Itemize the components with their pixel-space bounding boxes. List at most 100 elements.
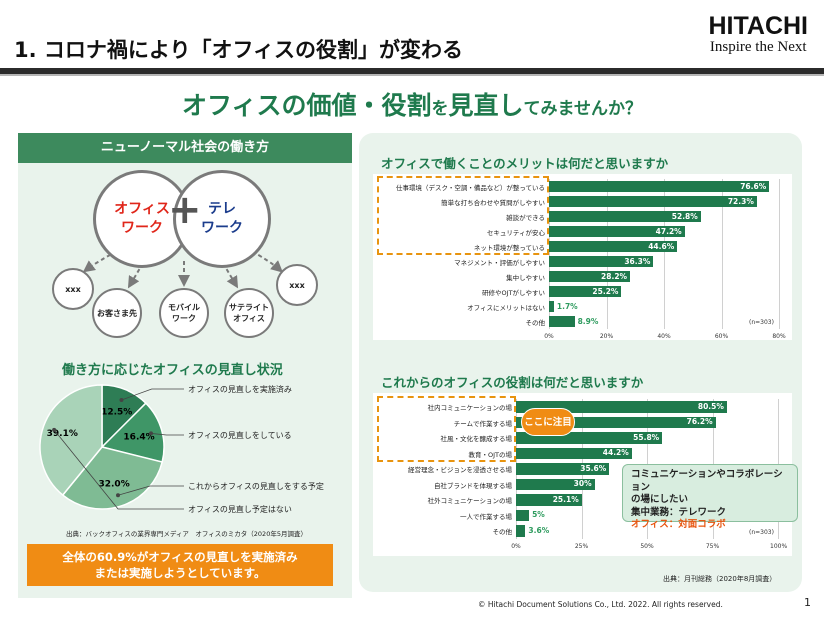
bar-value-label: 30%	[573, 479, 592, 489]
pie-percent-label: 32.0%	[98, 479, 129, 489]
focus-badge: ここに注目	[521, 408, 575, 436]
pie-leader-line	[53, 429, 184, 510]
axis-tick-label: 20%	[599, 333, 614, 340]
bar-value-label: 3.6%	[528, 525, 550, 535]
bar	[549, 226, 685, 237]
bar-category-label: その他	[492, 528, 513, 537]
callout-line: または実施しようとしています。	[94, 566, 266, 580]
bar	[516, 525, 526, 537]
bar	[549, 256, 654, 267]
pie-legend-label: オフィスの見直しをしている	[188, 430, 292, 440]
headline-part: を	[431, 99, 449, 119]
bar-value-label: 47.2%	[655, 226, 682, 236]
axis-tick-label: 75%	[705, 542, 720, 550]
bar-value-label: 1.7%	[556, 301, 578, 311]
title-divider	[0, 68, 824, 74]
bar	[549, 286, 622, 297]
bar-value-label: 35.6%	[580, 463, 607, 473]
pie-leader-dot	[148, 431, 153, 436]
axis-tick-label: 50%	[640, 542, 654, 550]
bar-value-label: 76.2%	[686, 417, 713, 427]
pie-section-title: 働き方に応じたオフィスの見直し状況	[62, 363, 283, 378]
grid-line	[664, 179, 665, 329]
bar	[516, 509, 530, 521]
axis-tick-label: 60%	[714, 333, 729, 340]
bar-category-label: 教育・OJTの場	[468, 450, 512, 459]
role-bar-chart: 0% 25% 50% 75% 100% 社内コミュニケーションの場 80.5% チームで作業す…	[373, 393, 792, 556]
bar-category-label: マネジメント・評価がしやすい	[454, 259, 545, 267]
grid-line	[606, 179, 608, 329]
pie-legend-label: これからオフィスの見直しをする予定	[188, 481, 324, 491]
bar-value-label: 72.3%	[727, 196, 754, 206]
grid-line	[549, 179, 550, 329]
bar-category-label: 仕事環境（デスク・空調・備品など）が整っている	[395, 184, 545, 192]
workstyle-bubble: xxx	[52, 268, 94, 310]
bar-category-label: 自社ブランドを体現する場	[434, 481, 512, 490]
bar-value-label: 80.5%	[697, 401, 724, 411]
left-panel-header: ニューノーマル社会の働き方	[18, 133, 352, 163]
bar-value-label: 5%	[532, 510, 545, 520]
bar-value-label: 55.8%	[633, 432, 660, 442]
pie-percent-label: 39.1%	[47, 429, 78, 439]
bar-category-label: 集中しやすい	[506, 274, 545, 282]
bar	[516, 463, 610, 475]
axis-tick-label: 0%	[511, 542, 521, 550]
bar	[516, 401, 727, 413]
highlight-box	[377, 176, 549, 255]
bar-category-label: 経営理念・ビジョンを浸透させる場	[408, 466, 512, 475]
note-line: コミュニケーションやコラボレーション	[631, 469, 783, 493]
pie-percent-label: 16.4%	[123, 433, 154, 443]
bar-category-label: 社内コミュニケーションの場	[427, 404, 512, 413]
bar-value-label: 25.2%	[592, 286, 619, 296]
plus-icon: +	[168, 187, 202, 233]
arrow-line	[245, 247, 283, 273]
bar	[516, 478, 595, 490]
bar-category-label: ネット環境が整っている	[473, 244, 545, 252]
grid-line	[779, 179, 780, 329]
telework-circle: テレ ワーク	[173, 170, 271, 268]
copyright: © Hitachi Document Solutions Co., Ltd. 2…	[478, 600, 723, 609]
merit-bar-chart: 0% 20% 40% 60% 80% 仕事環境（デスク・空調・備品など）が整っている 76.…	[373, 174, 792, 340]
bar	[549, 316, 575, 327]
bar	[549, 301, 554, 312]
bar-category-label: セキュリティが安心	[486, 229, 545, 237]
bar-value-label: 44.2%	[602, 448, 629, 458]
axis-tick-label: 100%	[770, 542, 788, 550]
axis-tick-label: 25%	[574, 542, 589, 550]
pie-legend-label: オフィスの見直し予定はない	[188, 504, 292, 514]
bar-category-label: 社外コミュニケーションの場	[427, 497, 512, 506]
bar-value-label: 36.3%	[624, 256, 651, 266]
bar	[549, 211, 701, 222]
workstyle-bubble: お客さま先	[92, 288, 142, 338]
bar-value-label: 28.2%	[601, 271, 628, 281]
bar	[549, 241, 678, 252]
pie-leader-line	[150, 433, 184, 436]
bar	[516, 416, 716, 428]
bar-category-label: 簡単な打ち合わせや質問がしやすい	[441, 199, 545, 207]
brand-name: HITACHI	[708, 12, 808, 40]
workstyle-bubble: サテライト オフィス	[224, 288, 274, 338]
note-line: の場にしたい	[631, 494, 689, 505]
pie-source: 出典：バックオフィスの業界専門メディア オフィスのミカタ（2020年5月調査）	[66, 530, 307, 538]
chart-2-title: これからのオフィスの役割は何だと思いますか	[381, 375, 644, 390]
collaboration-note: コミュニケーションやコラボレーション の場にしたい 集中業務：テレワーク オフィ…	[622, 464, 798, 530]
highlight-box	[377, 396, 516, 462]
axis-tick-label: 0%	[544, 333, 554, 340]
bar-category-label: 一人で作業する場	[460, 512, 512, 521]
chart-source: 出典：月刊総務（2020年8月調査）	[663, 575, 777, 583]
pie-leader-dot	[52, 427, 57, 432]
bar	[516, 432, 663, 444]
axis-tick-label: 40%	[657, 333, 671, 340]
bar	[516, 447, 632, 459]
pie-legend-label: オフィスの見直しを実施済み	[188, 384, 292, 394]
brand-logo: HITACHI Inspire the Next	[708, 14, 808, 56]
bar-value-label: 8.9%	[577, 316, 599, 326]
bar-value-label: 52.8%	[671, 211, 698, 221]
pie-slice	[39, 384, 103, 497]
pie-slice	[100, 402, 165, 463]
grid-line	[721, 179, 723, 329]
note-line: 集中業務：テレワーク	[631, 506, 727, 518]
brand-tagline: Inspire the Next	[709, 39, 807, 55]
headline-part: てみませんか？	[523, 99, 643, 119]
bar-category-label: オフィスにメリットはない	[467, 304, 545, 312]
